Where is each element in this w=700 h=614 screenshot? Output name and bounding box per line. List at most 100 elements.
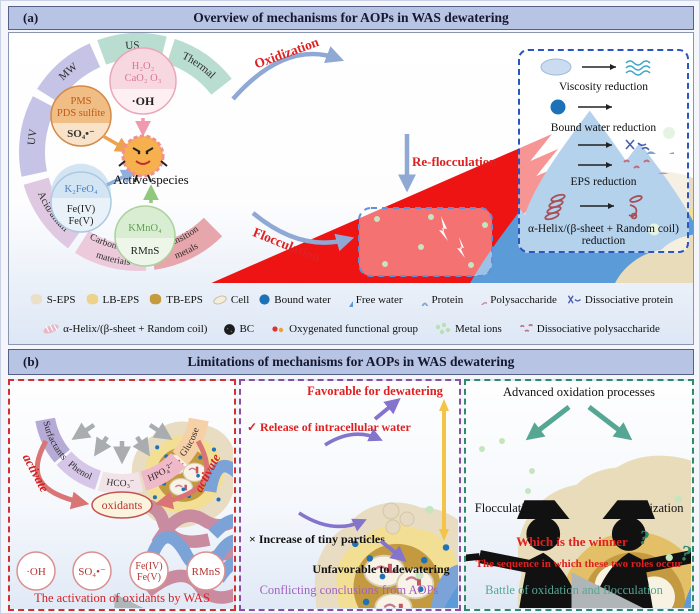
flocculation-role-label: Flocculation <box>475 501 538 515</box>
radical-feiv: Fe(IV) <box>135 561 162 572</box>
legend-item: Metal ions <box>434 322 502 336</box>
conflicting-caption: Conflicting conclusions from AOPs <box>260 583 439 597</box>
oxidization-role-label: Oxidization <box>624 501 684 515</box>
activation-box: Surfactants Phenol HCO₃⁻ HPO₄²⁻ Glucose … <box>8 379 236 611</box>
dewatering-scale-arrow <box>439 399 449 541</box>
lb-eps-icon <box>86 293 98 305</box>
legend-item: Cell <box>212 294 249 306</box>
radical-so4: SO₄•⁻ <box>78 566 106 578</box>
helix-reduction-icon <box>543 193 643 220</box>
eps-reduction-label: EPS reduction <box>570 176 637 189</box>
bc-icon <box>224 323 236 335</box>
battle-caption: Battle of oxidation and flocculation <box>485 583 663 597</box>
legend-label: Polysaccharide <box>490 293 557 306</box>
favorable-arrow <box>373 397 401 421</box>
legend-item: Oxygenated functional group <box>270 323 418 335</box>
panel-b-title-bar: (b) Limitations of mechanisms for AOPs i… <box>8 349 694 375</box>
helix-reduction-line1: α-Helix/(β-sheet + Random coil) <box>528 222 679 235</box>
winner-question: Which is the winner <box>516 534 628 549</box>
s-eps-icon <box>30 293 43 305</box>
question-mark-1: ? <box>637 526 651 550</box>
legend-row-1: S-EPS LB-EPS TB-EPS Cell Bound water Fre… <box>9 292 693 307</box>
legend-item: Dissociative protein <box>566 293 673 306</box>
helix-reduction-label: α-Helix/(β-sheet + Random coil) reductio… <box>528 223 679 247</box>
oxidant-circle-persulfate: PMS PDS sulfite SO₄•⁻ <box>50 85 112 147</box>
active-species-character <box>118 134 168 183</box>
legend-label: Free water <box>355 293 403 306</box>
panel-b-tag: (b) <box>23 354 39 369</box>
release-arrows <box>71 422 173 465</box>
legend-item: LB-EPS <box>85 293 140 306</box>
oxygenated-group-icon <box>272 326 284 333</box>
ferrate-species-2: Fe(V) <box>68 216 94 227</box>
legend-item: Free water <box>340 292 403 307</box>
protein-icon <box>421 302 429 306</box>
bound-water-reduction-icon <box>550 99 612 115</box>
panel-a-body: Thermal US MW UV Acid/alkali Carbonaceou… <box>8 32 694 345</box>
legend-item: TB-EPS <box>148 293 203 306</box>
activate-left-label: activate <box>20 451 53 495</box>
legend-item: Protein <box>412 294 463 306</box>
arc-label-hco3: HCO₃⁻ <box>106 478 136 489</box>
legend-item: S-EPS <box>29 293 76 306</box>
oxidant-circle-permanganate: KMnO₄ RMnS <box>114 205 176 267</box>
legend-label: Cell <box>230 293 250 306</box>
unfavorable-arrow <box>379 539 407 563</box>
radical-circles: ·OH SO₄•⁻ Fe(IV) Fe(V) RMnS <box>16 551 226 591</box>
metal-ions-icon <box>435 322 451 335</box>
cell-icon <box>213 295 227 304</box>
panel-b-title: Limitations of mechanisms for AOPs in WA… <box>187 354 515 369</box>
increase-label: × Increase of tiny particles <box>249 532 385 546</box>
legend-label: Bound water <box>274 293 331 306</box>
eps-reduction-icon-protein <box>577 139 674 154</box>
activation-caption: The activation of oxidants by WAS <box>34 591 210 605</box>
viscosity-reduction-icon <box>540 58 651 76</box>
to-broken-arrow <box>324 428 383 447</box>
legend-label: LB-EPS <box>102 293 140 306</box>
legend-label: Metal ions <box>455 323 502 335</box>
free-water-icon <box>347 301 353 307</box>
to-particles-arrow <box>298 511 367 532</box>
helix-reduction-line2: reduction <box>581 234 626 247</box>
bound-water-icon <box>259 294 270 305</box>
branch-arrows <box>525 405 633 441</box>
legend-item: BC <box>223 323 254 336</box>
panel-a-title: Overview of mechanisms for AOPs in WAS d… <box>193 10 509 25</box>
peroxide-line1: H₂O₂ <box>132 61 155 72</box>
oxidants-ellipse <box>91 491 153 519</box>
tb-eps-icon <box>149 293 162 305</box>
persulfate-line2: PDS sulfite <box>57 108 105 119</box>
alpha-helix-icon <box>43 324 59 334</box>
aop-title: Advanced oxidation processes <box>503 385 655 399</box>
persulfate-line1: PMS <box>70 96 91 107</box>
eps-reduction-icon-polysaccharide <box>577 159 674 175</box>
conflicting-box: Favorable for dewatering ✓ Release of in… <box>239 379 461 611</box>
ring-label-uv: UV <box>26 128 40 146</box>
viscosity-reduction-label: Viscosity reduction <box>558 81 649 94</box>
panel-a-title-bar: (a) Overview of mechanisms for AOPs in W… <box>8 6 694 30</box>
activation-diagram: Surfactants Phenol HCO₃⁻ HPO₄²⁻ Glucose … <box>16 381 233 608</box>
was-substances-arc: Surfactants Phenol HCO₃⁻ HPO₄²⁻ Glucose <box>40 420 201 490</box>
radical-oh: ·OH <box>26 566 46 578</box>
battle-diagram: Advanced oxidation processes Flocculatio… <box>466 385 691 608</box>
radical-fev: Fe(V) <box>137 572 161 583</box>
legend-label: S-EPS <box>46 293 76 306</box>
peroxide-line2: CaO₂ O₃ <box>125 73 162 84</box>
permanganate-line1: KMnO₄ <box>128 223 162 234</box>
panel-a-tag: (a) <box>23 10 39 25</box>
legend-row-2: α-Helix/(β-sheet + Random coil) BC Oxyge… <box>9 322 693 336</box>
dissociative-polysaccharide-icon <box>519 323 533 332</box>
legend-label: α-Helix/(β-sheet + Random coil) <box>63 323 208 335</box>
permanganate-species: RMnS <box>131 245 160 257</box>
oxidant-circle-peroxide: H₂O₂ CaO₂ O₃ ·OH <box>109 47 177 115</box>
battle-box: Advanced oxidation processes Flocculatio… <box>464 379 694 611</box>
dissociative-protein-icon <box>567 295 581 304</box>
refloc-box <box>358 207 693 283</box>
oxidants-label: oxidants <box>102 498 143 512</box>
persulfate-species: SO₄•⁻ <box>67 128 95 140</box>
radical-rmns: RMnS <box>192 566 221 578</box>
legend-item: Bound water <box>258 293 331 306</box>
legend-label: TB-EPS <box>166 293 203 306</box>
tiny-particles <box>382 502 415 535</box>
